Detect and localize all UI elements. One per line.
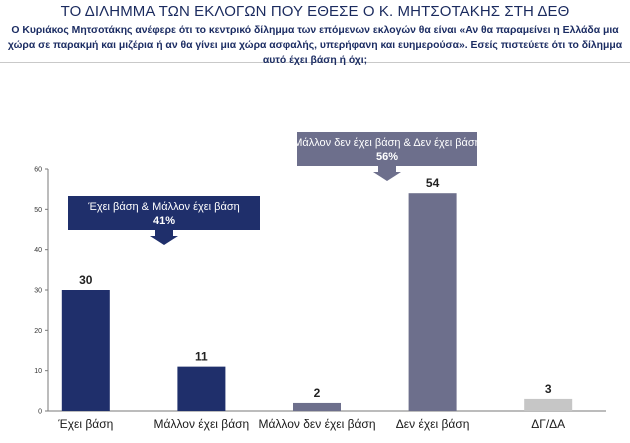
callout-disagree-arrow (373, 166, 401, 181)
x-tick-label: Μάλλον έχει βάση (154, 417, 250, 431)
callout-disagree-label: Μάλλον δεν έχει βάση & Δεν έχει βάση (293, 137, 481, 149)
callout-disagree-box (297, 132, 477, 166)
data-label: 11 (195, 350, 208, 364)
data-label: 2 (314, 386, 321, 400)
chart: 0 10 20 30 40 50 60 30 Έχει βάση 11 Μάλλον έχει βά… (0, 62, 630, 443)
page-title: ΤΟ ΔΙΛΗΜΜΑ ΤΩΝ ΕΚΛΟΓΩΝ ΠΟΥ ΕΘΕΣΕ Ο Κ. ΜΗ… (60, 3, 570, 20)
data-label: 30 (79, 273, 93, 287)
x-tick-label: Έχει βάση (57, 417, 113, 431)
bar (408, 193, 457, 411)
callout-agree-label: Έχει βάση & Μάλλον έχει βάση (87, 201, 240, 213)
y-tick-label: 0 (38, 409, 42, 416)
x-tick-label: Μάλλον δεν έχει βάση (258, 417, 375, 431)
callout-agree-arrow (150, 230, 178, 245)
bar (61, 290, 110, 411)
y-tick-label: 20 (34, 328, 42, 335)
data-label: 54 (426, 176, 440, 190)
x-tick-label: Δεν έχει βάση (396, 417, 470, 431)
y-tick-label: 50 (34, 207, 42, 214)
callout-disagree-value: 56% (376, 151, 398, 163)
data-label: 3 (545, 382, 552, 396)
y-tick-label: 10 (34, 368, 42, 375)
callout-agree-box (68, 196, 260, 230)
callout-agree-value: 41% (153, 215, 175, 227)
y-tick-label: 30 (34, 288, 42, 295)
question-text: Ο Κυριάκος Μητσοτάκης ανέφερε ότι το κεν… (7, 25, 623, 66)
bar (293, 402, 341, 411)
header: ΤΟ ΔΙΛΗΜΜΑ ΤΩΝ ΕΚΛΟΓΩΝ ΠΟΥ ΕΘΕΣΕ Ο Κ. ΜΗ… (0, 0, 630, 66)
bar-chart: 0 10 20 30 40 50 60 30 Έχει βάση 11 Μάλλον έχει βά… (34, 132, 606, 431)
x-tick-label: ΔΓ/ΔΑ (531, 417, 565, 431)
y-tick-label: 60 (34, 167, 42, 174)
bar (177, 366, 226, 411)
y-tick-label: 40 (34, 247, 42, 254)
bar (524, 398, 573, 411)
